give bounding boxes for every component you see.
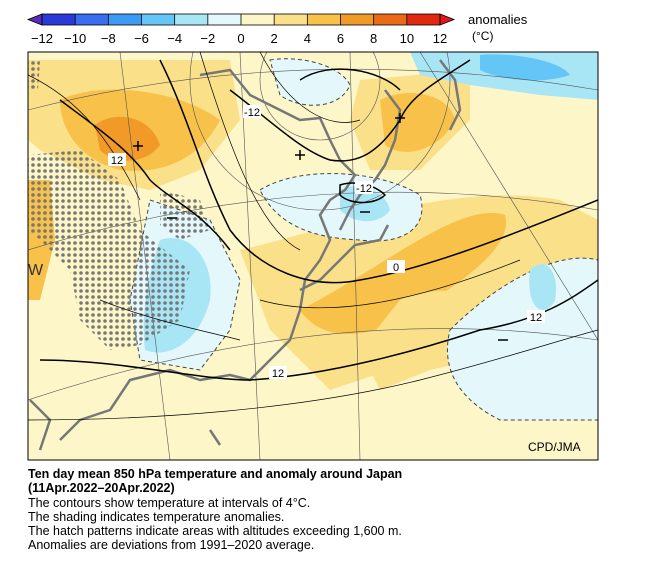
colorbar-bin	[207, 14, 241, 25]
contour-label-bg	[527, 310, 545, 323]
contour-labels: 12 -12 -12 0 12 12	[108, 105, 545, 380]
colorbar: −12 −10 −8 −6 −4 −2 0 2 4 6 8 10 12	[26, 13, 456, 46]
contour-label-bg	[243, 105, 261, 118]
contour-label-bg	[387, 260, 405, 273]
contour-label: -12	[356, 183, 372, 195]
colorbar-bin	[174, 14, 208, 25]
contour-label-bg	[269, 366, 287, 379]
colorbar-tick-label: 12	[433, 31, 447, 46]
colorbar-title: anomalies	[468, 12, 528, 27]
contour-label: 12	[111, 155, 123, 167]
contour-label-bg	[108, 153, 126, 166]
caption-line: The shading indicates temperature anomal…	[28, 510, 284, 524]
contour-label: 12	[530, 312, 542, 324]
colorbar-tick-label: 2	[271, 31, 278, 46]
colorbar-bin	[307, 14, 341, 25]
colorbar-under	[26, 13, 43, 26]
contour-label-bg	[355, 181, 373, 194]
colorbar-over	[439, 13, 456, 26]
caption-lines: The contours show temperature at interva…	[28, 496, 402, 552]
colorbar-bin	[108, 14, 142, 25]
caption-line: Anomalies are deviations from 1991–2020 …	[28, 538, 314, 552]
colorbar-tick-label: −4	[167, 31, 182, 46]
colorbar-unit: (°C)	[472, 29, 493, 43]
colorbar-bin	[373, 14, 407, 25]
map: W	[28, 52, 598, 460]
colorbar-bin	[274, 14, 308, 25]
colorbar-tick-label: −6	[134, 31, 149, 46]
map-frame	[27, 51, 599, 461]
credit: CPD/JMA	[528, 440, 581, 454]
contour-label: 12	[272, 368, 284, 380]
colorbar-bin	[42, 14, 76, 25]
colorbar-tick-label: 6	[337, 31, 344, 46]
colorbar-tick-label: −12	[31, 31, 53, 46]
colorbar-bin	[406, 14, 440, 25]
colorbar-tick-label: 0	[237, 31, 244, 46]
caption-line: The contours show temperature at interva…	[28, 496, 310, 510]
colorbar-tick-label: 4	[304, 31, 311, 46]
colorbar-tick-label: 10	[400, 31, 414, 46]
colorbar-tick-label: −2	[200, 31, 215, 46]
colorbar-bin	[75, 14, 109, 25]
colorbar-tick-label: −8	[101, 31, 116, 46]
contour-label: 0	[393, 262, 399, 274]
caption-title: Ten day mean 850 hPa temperature and ano…	[28, 467, 402, 481]
colorbar-bin	[241, 14, 275, 25]
colorbar-tick-label: 8	[370, 31, 377, 46]
contour-label: -12	[244, 107, 260, 119]
colorbar-bin	[340, 14, 374, 25]
colorbar-bin	[141, 14, 175, 25]
caption-line: The hatch patterns indicate areas with a…	[28, 524, 402, 538]
edge-letter: W	[28, 262, 44, 279]
colorbar-tick-label: −10	[64, 31, 86, 46]
caption-period: (11Apr.2022–20Apr.2022)	[28, 481, 175, 495]
